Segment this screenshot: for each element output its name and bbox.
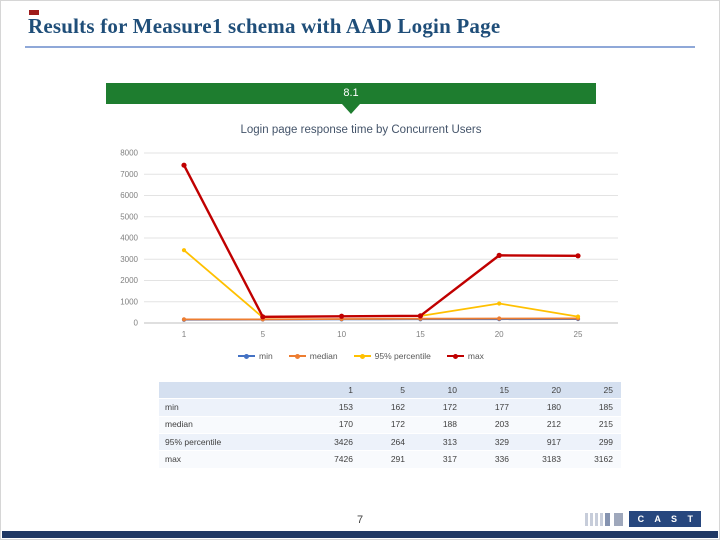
legend-item: 95% percentile: [354, 351, 431, 361]
table-row-label: median: [159, 417, 309, 433]
table-cell: 153: [309, 399, 361, 415]
table-cell: 172: [361, 417, 413, 433]
legend-item: max: [447, 351, 484, 361]
bottom-accent-bar: [2, 531, 718, 538]
table-cell: 203: [465, 417, 517, 433]
legend-swatch-icon: [289, 355, 306, 357]
table-header-row: 1510152025: [159, 382, 621, 399]
svg-text:10: 10: [337, 330, 346, 339]
legend-label: max: [468, 351, 484, 361]
legend-item: min: [238, 351, 273, 361]
svg-text:6000: 6000: [120, 191, 138, 200]
chart-legend: min median 95% percentile max: [96, 351, 626, 361]
svg-text:1000: 1000: [120, 297, 138, 306]
table-cell: 3183: [517, 451, 569, 467]
table-cell: 180: [517, 399, 569, 415]
logo-bar-icon: [590, 513, 593, 526]
svg-text:7000: 7000: [120, 170, 138, 179]
svg-text:5: 5: [261, 330, 266, 339]
table-cell: 215: [569, 417, 621, 433]
banner-pointer-icon: [342, 104, 360, 114]
table-col-header: 5: [361, 382, 413, 398]
logo-square-icon: [614, 513, 623, 526]
table-col-header: 1: [309, 382, 361, 398]
table-cell: 188: [413, 417, 465, 433]
table-col-header: 20: [517, 382, 569, 398]
data-table: 1510152025 min153162172177180185median17…: [159, 382, 621, 469]
legend-label: 95% percentile: [375, 351, 431, 361]
table-row-label: max: [159, 451, 309, 467]
table-corner-cell: [159, 382, 309, 398]
table-cell: 185: [569, 399, 621, 415]
svg-text:0: 0: [134, 319, 139, 328]
legend-label: median: [310, 351, 338, 361]
table-cell: 177: [465, 399, 517, 415]
table-row: 95% percentile3426264313329917299: [159, 434, 621, 451]
table-cell: 162: [361, 399, 413, 415]
svg-text:25: 25: [574, 330, 583, 339]
legend-item: median: [289, 351, 338, 361]
table-row-label: min: [159, 399, 309, 415]
table-cell: 172: [413, 399, 465, 415]
svg-text:8000: 8000: [120, 149, 138, 158]
table-cell: 917: [517, 434, 569, 450]
svg-text:15: 15: [416, 330, 425, 339]
table-cell: 3162: [569, 451, 621, 467]
svg-text:20: 20: [495, 330, 504, 339]
table-body: min153162172177180185median1701721882032…: [159, 399, 621, 468]
table-row: max742629131733631833162: [159, 451, 621, 468]
table-row: median170172188203212215: [159, 417, 621, 434]
logo-bar-icon: [585, 513, 588, 526]
table-cell: 291: [361, 451, 413, 467]
table-cell: 212: [517, 417, 569, 433]
title-underline: [25, 46, 695, 48]
table-cell: 317: [413, 451, 465, 467]
legend-swatch-icon: [238, 355, 255, 357]
table-col-header: 25: [569, 382, 621, 398]
legend-swatch-icon: [354, 355, 371, 357]
table-cell: 264: [361, 434, 413, 450]
svg-text:4000: 4000: [120, 234, 138, 243]
chart-title: Login page response time by Concurrent U…: [96, 124, 626, 136]
cast-logo: C A S T: [585, 511, 701, 527]
table-cell: 7426: [309, 451, 361, 467]
slide: Results for Measure1 schema with AAD Log…: [0, 0, 720, 540]
section-banner: 8.1: [106, 83, 596, 104]
logo-bar-icon: [595, 513, 598, 526]
legend-swatch-icon: [447, 355, 464, 357]
logo-bar-icon: [600, 513, 603, 526]
table-cell: 3426: [309, 434, 361, 450]
logo-bar-icon: [605, 513, 610, 526]
table-cell: 336: [465, 451, 517, 467]
table-col-header: 15: [465, 382, 517, 398]
table-row-label: 95% percentile: [159, 434, 309, 450]
page-title: Results for Measure1 schema with AAD Log…: [28, 14, 696, 39]
line-chart: 0100020003000400050006000700080001510152…: [96, 139, 626, 344]
svg-text:3000: 3000: [120, 255, 138, 264]
svg-text:1: 1: [182, 330, 187, 339]
table-cell: 170: [309, 417, 361, 433]
svg-text:5000: 5000: [120, 212, 138, 221]
table-cell: 313: [413, 434, 465, 450]
cast-logo-text: C A S T: [629, 511, 701, 527]
table-cell: 329: [465, 434, 517, 450]
table-col-header: 10: [413, 382, 465, 398]
legend-label: min: [259, 351, 273, 361]
svg-text:2000: 2000: [120, 276, 138, 285]
table-row: min153162172177180185: [159, 399, 621, 416]
table-cell: 299: [569, 434, 621, 450]
